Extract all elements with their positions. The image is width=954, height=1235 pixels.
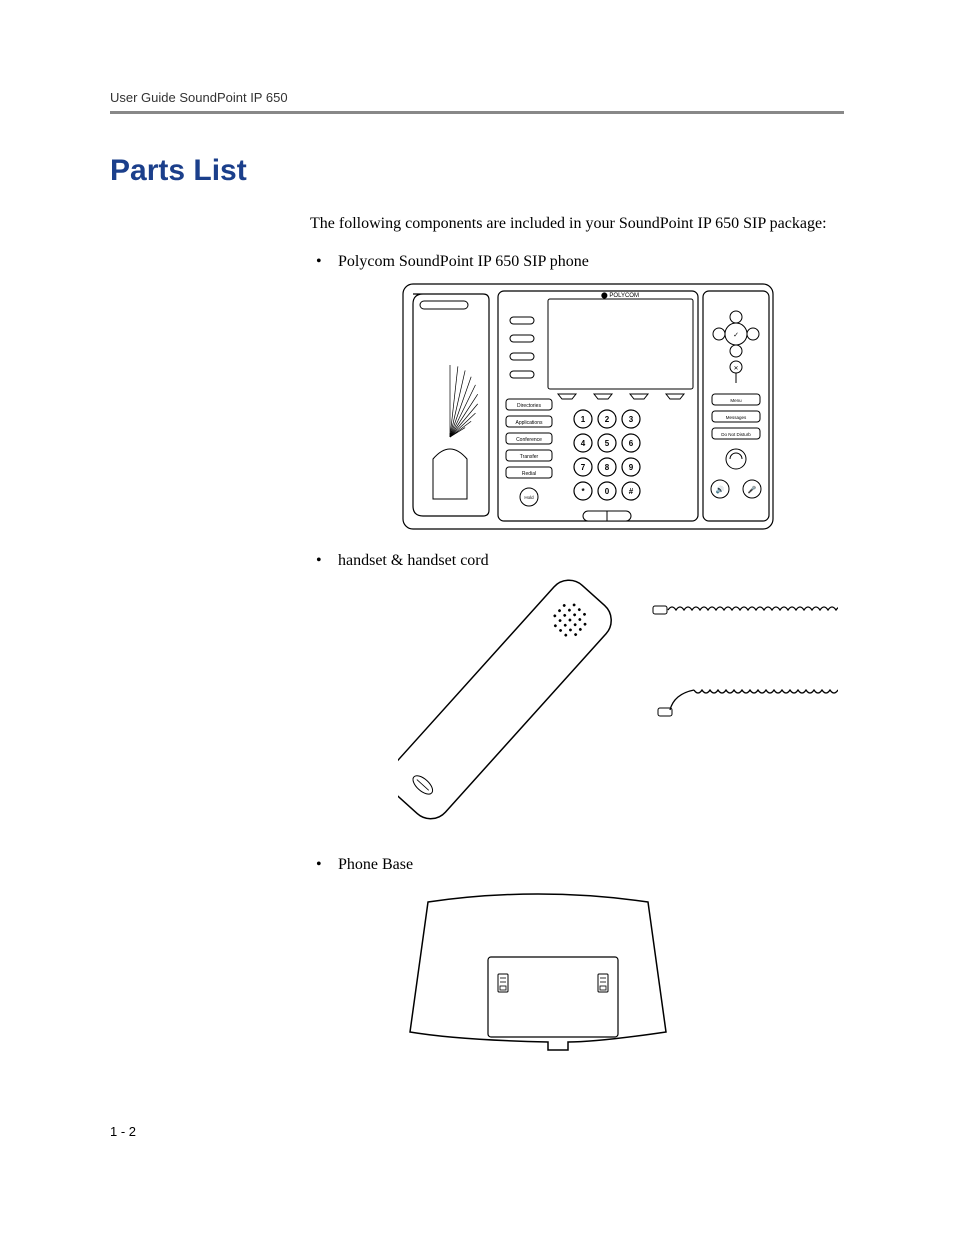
svg-text:Conference: Conference [516, 437, 542, 443]
svg-text:Hold: Hold [524, 495, 534, 500]
svg-text:0: 0 [605, 487, 610, 496]
svg-text:8: 8 [605, 463, 610, 472]
svg-text:Redial: Redial [522, 471, 536, 477]
item-label: Phone Base [338, 856, 413, 873]
svg-text:Directories: Directories [517, 403, 541, 409]
svg-text:🎤: 🎤 [748, 485, 757, 494]
item-label: Polycom SoundPoint IP 650 SIP phone [338, 253, 589, 270]
svg-text:✓: ✓ [733, 331, 739, 339]
svg-text:9: 9 [629, 463, 634, 472]
phone-figure: ⬤ POLYCOM Directories Applications Conferen… [398, 279, 844, 534]
list-item: handset & handset cord [310, 552, 844, 838]
parts-list: Polycom SoundPoint IP 650 SIP phone ⬤ PO… [310, 253, 844, 1052]
list-item: Polycom SoundPoint IP 650 SIP phone ⬤ PO… [310, 253, 844, 534]
svg-text:1: 1 [581, 415, 586, 424]
svg-text:Applications: Applications [516, 420, 543, 426]
section-title: Parts List [110, 154, 844, 188]
svg-text:✕: ✕ [733, 366, 738, 372]
svg-text:Menu: Menu [730, 398, 742, 403]
svg-text:7: 7 [581, 463, 586, 472]
base-figure [398, 882, 844, 1052]
svg-text:⬤ POLYCOM: ⬤ POLYCOM [601, 292, 639, 299]
page-number: 1 - 2 [110, 1124, 136, 1139]
handset-figure [398, 578, 844, 838]
svg-text:Do Not Disturb: Do Not Disturb [721, 432, 751, 437]
svg-text:🔊: 🔊 [716, 485, 725, 494]
item-label: handset & handset cord [338, 552, 489, 569]
handset-diagram-svg [398, 578, 838, 838]
running-header: User Guide SoundPoint IP 650 [110, 90, 844, 114]
intro-paragraph: The following components are included in… [310, 212, 844, 235]
svg-text:#: # [629, 487, 634, 496]
base-diagram-svg [398, 882, 678, 1052]
svg-text:Messages: Messages [726, 415, 747, 420]
svg-text:3: 3 [629, 415, 634, 424]
svg-text:Transfer: Transfer [520, 454, 539, 460]
svg-text:4: 4 [581, 439, 586, 448]
phone-diagram-svg: ⬤ POLYCOM Directories Applications Conferen… [398, 279, 778, 534]
svg-text:5: 5 [605, 439, 610, 448]
list-item: Phone Base [310, 856, 844, 1052]
svg-text:6: 6 [629, 439, 634, 448]
svg-text:2: 2 [605, 415, 610, 424]
